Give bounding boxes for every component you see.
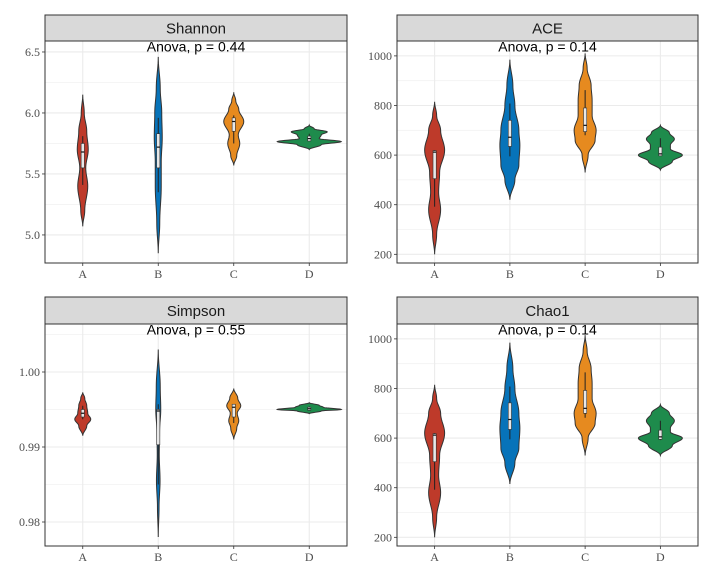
facet-strip [44, 296, 348, 325]
anova-annotation: Anova, p = 0.14 [498, 39, 597, 55]
facet-strip [396, 14, 699, 42]
x-tick-label: B [154, 267, 162, 281]
plot-background [45, 41, 347, 263]
panel-simpson: 0.98 0.99 1.00 A B C D Simpson Anova, p = 0.55 [19, 296, 348, 564]
box-iqr [432, 150, 437, 179]
x-tick-label: A [430, 550, 439, 564]
y-tick-label: 6.5 [25, 45, 40, 59]
x-tick-label: A [430, 267, 439, 281]
facet-title: Simpson [167, 303, 225, 320]
box-iqr [231, 403, 236, 418]
anova-annotation: Anova, p = 0.14 [498, 322, 597, 338]
y-tick-label: 600 [374, 148, 392, 162]
x-tick-label: A [78, 267, 87, 281]
box-iqr [507, 402, 512, 430]
y-tick-label: 0.99 [19, 440, 40, 454]
y-tick-label: 1000 [368, 332, 392, 346]
y-tick-label: 200 [374, 247, 392, 261]
x-tick-label: B [506, 550, 514, 564]
box-iqr [156, 409, 161, 446]
facet-title: Chao1 [525, 303, 569, 320]
x-tick-label: A [78, 550, 87, 564]
y-tick-label: 5.0 [25, 228, 40, 242]
x-tick-label: D [305, 550, 314, 564]
box-iqr [156, 133, 161, 169]
y-tick-label: 600 [374, 431, 392, 445]
box-iqr [658, 429, 663, 440]
facet-strip [396, 296, 699, 325]
x-tick-label: D [656, 267, 665, 281]
anova-annotation: Anova, p = 0.44 [147, 39, 246, 55]
x-tick-label: D [305, 267, 314, 281]
y-tick-label: 5.5 [25, 167, 40, 181]
box-iqr [231, 117, 236, 132]
box-iqr [80, 143, 85, 169]
x-tick-label: C [230, 550, 238, 564]
facet-title: Shannon [166, 21, 226, 38]
y-tick-label: 0.98 [19, 515, 40, 529]
panel-chao1: 200 400 600 800 1000 A B C D Chao1 Anova, p = 0.14 [368, 296, 699, 564]
y-tick-label: 200 [374, 530, 392, 544]
facet-title: ACE [532, 21, 563, 38]
x-tick-label: B [154, 550, 162, 564]
y-tick-label: 1000 [368, 49, 392, 63]
x-tick-label: C [581, 550, 589, 564]
plot-background [45, 324, 347, 546]
y-tick-label: 800 [374, 381, 392, 395]
box-iqr [507, 120, 512, 147]
box-iqr [583, 107, 588, 132]
facet-strip [44, 14, 348, 42]
box-iqr [432, 433, 437, 462]
y-tick-label: 1.00 [19, 365, 40, 379]
anova-annotation: Anova, p = 0.55 [147, 322, 246, 338]
x-tick-label: C [230, 267, 238, 281]
y-tick-label: 6.0 [25, 106, 40, 120]
y-tick-label: 400 [374, 481, 392, 495]
box-iqr [583, 390, 588, 414]
x-tick-label: C [581, 267, 589, 281]
x-tick-label: D [656, 550, 665, 564]
box-iqr [658, 146, 663, 157]
x-tick-label: B [506, 267, 514, 281]
y-tick-label: 400 [374, 198, 392, 212]
y-tick-label: 800 [374, 98, 392, 112]
